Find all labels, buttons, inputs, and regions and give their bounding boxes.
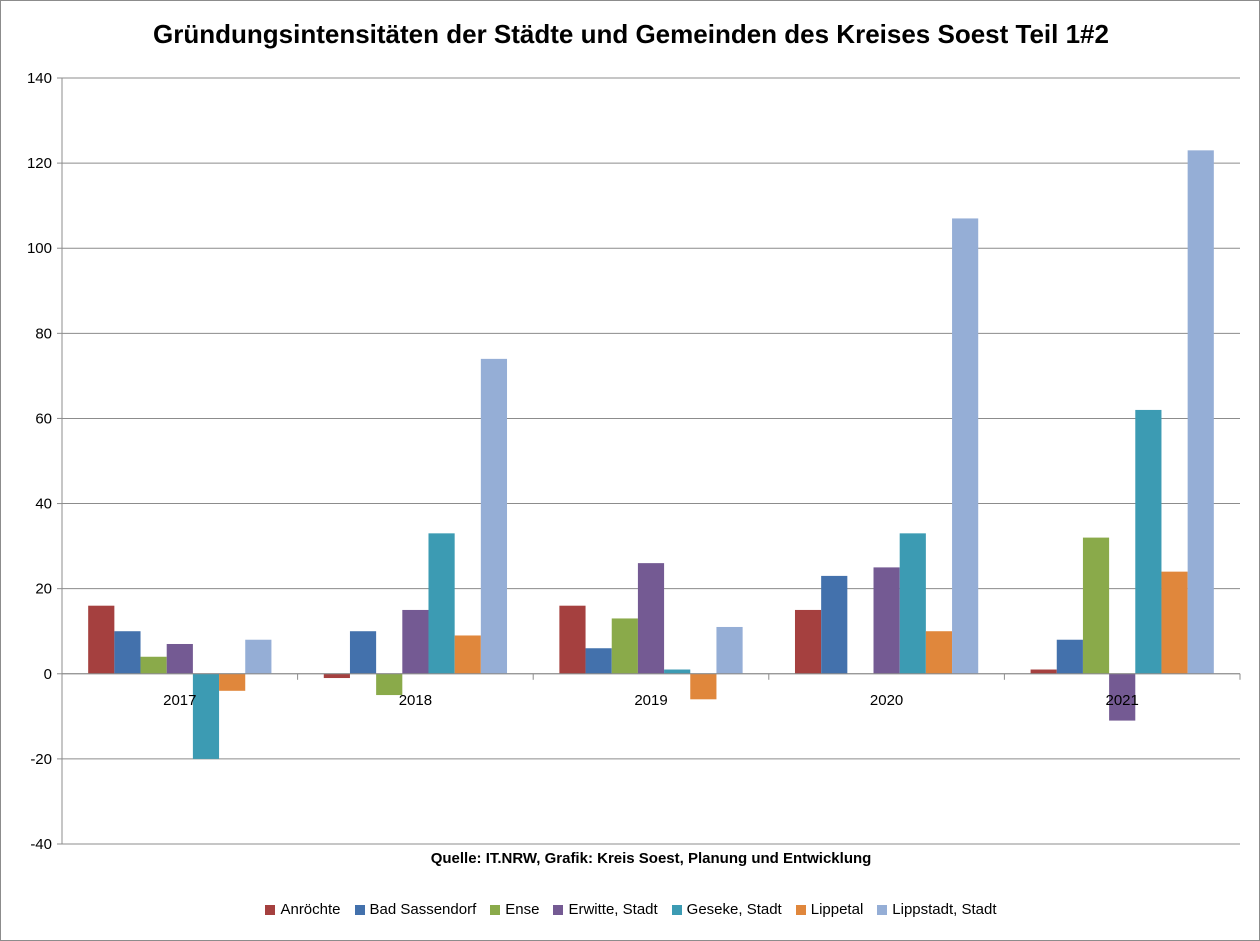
bar xyxy=(794,609,822,674)
y-tick-label: -20 xyxy=(30,751,52,768)
y-tick-label: 40 xyxy=(35,496,52,513)
bar xyxy=(349,631,377,674)
legend-item: Erwitte, Stadt xyxy=(553,901,658,918)
legend-label: Lippetal xyxy=(810,901,864,918)
x-tick-label: 2017 xyxy=(163,692,196,709)
legend-label: Ense xyxy=(505,901,540,918)
bar xyxy=(899,533,926,674)
bar xyxy=(1187,150,1214,674)
legend: Anröchte Bad Sassendorf Ense Erwitte, Stadt… xyxy=(1,901,1260,918)
legend-label: Anröchte xyxy=(280,901,341,918)
legend-label: Erwitte, Stadt xyxy=(568,901,658,918)
bar xyxy=(376,673,403,696)
bar xyxy=(716,626,743,674)
bar xyxy=(192,673,220,759)
bar xyxy=(88,605,115,674)
bar xyxy=(1135,409,1162,674)
legend-item: Lippstadt, Stadt xyxy=(877,901,997,918)
y-tick-label: -40 xyxy=(30,836,52,853)
legend-item: Geseke, Stadt xyxy=(671,901,782,918)
legend-swatch xyxy=(671,904,682,915)
bar xyxy=(611,618,638,674)
y-tick-label: 60 xyxy=(35,410,52,427)
bar xyxy=(559,605,586,674)
bar xyxy=(245,639,272,674)
y-tick-label: 80 xyxy=(35,325,52,342)
legend-item: Ense xyxy=(490,901,539,918)
axis-labels: 140 120 100 80 60 40 20 0 -20 -40 2017 2018 2019 2020… xyxy=(27,70,1139,853)
legend-item: Anröchte xyxy=(265,901,341,918)
axes xyxy=(57,77,1241,845)
legend-item: Lippetal xyxy=(795,901,864,918)
y-tick-label: 120 xyxy=(27,155,52,172)
x-tick-label: 2018 xyxy=(399,692,432,709)
bar xyxy=(637,563,665,674)
bar xyxy=(1161,571,1188,674)
legend-label: Bad Sassendorf xyxy=(369,901,477,918)
bar xyxy=(140,656,167,674)
bar xyxy=(114,631,141,674)
bar xyxy=(1109,673,1136,721)
legend-swatch xyxy=(490,904,501,915)
x-tick-label: 2019 xyxy=(634,692,667,709)
bar xyxy=(873,567,900,674)
bar xyxy=(1082,537,1110,674)
bar xyxy=(166,643,193,674)
bar xyxy=(402,609,429,674)
legend-swatch xyxy=(354,904,365,915)
x-tick-label: 2020 xyxy=(870,692,903,709)
bar xyxy=(585,648,612,674)
bars xyxy=(88,150,1214,759)
bar xyxy=(323,673,350,679)
bar xyxy=(664,669,691,674)
y-tick-label: 100 xyxy=(27,240,52,257)
bar xyxy=(925,631,953,674)
legend-swatch xyxy=(877,904,888,915)
legend-label: Geseke, Stadt xyxy=(686,901,782,918)
legend-label: Lippstadt, Stadt xyxy=(892,901,997,918)
bar xyxy=(428,533,455,674)
bar xyxy=(1056,639,1083,674)
y-tick-label: 0 xyxy=(44,666,52,683)
gridlines xyxy=(62,77,1240,845)
bar xyxy=(821,575,848,674)
y-tick-label: 20 xyxy=(35,581,52,598)
source-note: Quelle: IT.NRW, Grafik: Kreis Soest, Pla… xyxy=(430,850,872,867)
legend-swatch xyxy=(795,904,806,915)
bar xyxy=(219,673,246,691)
bar xyxy=(480,358,508,674)
y-tick-label: 140 xyxy=(27,70,52,87)
bar xyxy=(690,673,717,700)
legend-swatch xyxy=(265,904,276,915)
legend-item: Bad Sassendorf xyxy=(354,901,477,918)
bar xyxy=(952,218,979,674)
chart-title: Gründungsintensitäten der Städte und Gem… xyxy=(153,19,1109,49)
bar xyxy=(454,635,481,674)
x-tick-label: 2021 xyxy=(1106,692,1139,709)
bar xyxy=(1030,669,1057,674)
legend-swatch xyxy=(553,904,564,915)
